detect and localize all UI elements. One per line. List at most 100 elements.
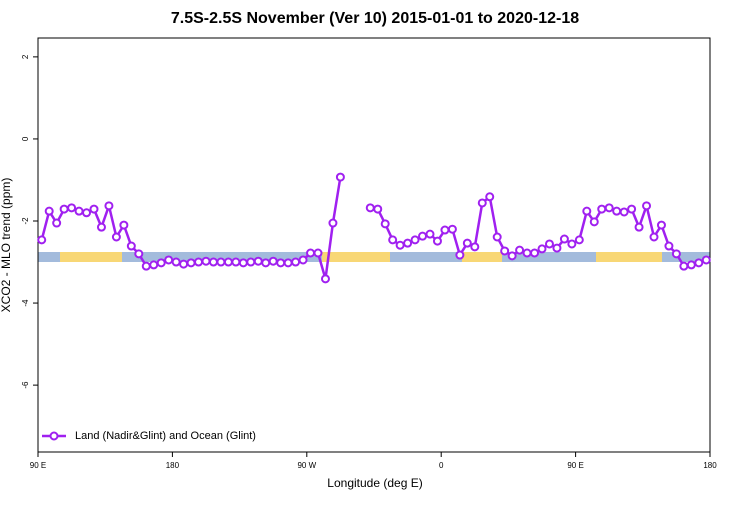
data-point bbox=[537, 244, 547, 254]
legend-marker bbox=[49, 431, 59, 441]
data-point bbox=[694, 258, 704, 268]
data-point bbox=[619, 207, 629, 217]
data-point bbox=[216, 257, 226, 267]
data-point bbox=[44, 206, 54, 216]
data-point bbox=[52, 218, 62, 228]
data-point bbox=[656, 220, 666, 230]
data-point bbox=[126, 241, 136, 251]
data-point bbox=[238, 258, 248, 268]
data-point bbox=[410, 235, 420, 245]
data-point bbox=[515, 245, 525, 255]
data-point bbox=[686, 260, 696, 270]
data-point bbox=[201, 256, 211, 266]
data-point bbox=[477, 198, 487, 208]
data-point bbox=[627, 204, 637, 214]
data-point bbox=[582, 206, 592, 216]
data-point bbox=[134, 249, 144, 259]
data-point bbox=[59, 204, 69, 214]
data-point bbox=[276, 258, 286, 268]
data-point bbox=[156, 258, 166, 268]
data-point bbox=[679, 261, 689, 271]
data-point bbox=[403, 238, 413, 248]
chart-title: 7.5S-2.5S November (Ver 10) 2015-01-01 t… bbox=[171, 10, 579, 27]
data-point bbox=[96, 222, 106, 232]
data-point bbox=[388, 235, 398, 245]
data-point bbox=[373, 204, 383, 214]
data-point bbox=[380, 219, 390, 229]
data-point bbox=[104, 201, 114, 211]
x-tick-label: 0 bbox=[439, 461, 444, 470]
data-point bbox=[306, 248, 316, 258]
y-tick-label: 2 bbox=[21, 54, 30, 59]
data-point bbox=[455, 250, 465, 260]
data-point bbox=[432, 236, 442, 246]
data-point bbox=[37, 235, 47, 245]
data-point bbox=[149, 260, 159, 270]
data-point bbox=[597, 204, 607, 214]
data-point bbox=[194, 257, 204, 267]
data-point bbox=[470, 242, 480, 252]
x-tick-label: 180 bbox=[703, 461, 717, 470]
data-point bbox=[530, 248, 540, 258]
plot-frame bbox=[37, 37, 711, 453]
land-band bbox=[462, 252, 502, 262]
data-point bbox=[447, 224, 457, 234]
data-point bbox=[313, 248, 323, 258]
data-point bbox=[418, 231, 428, 241]
data-point bbox=[298, 255, 308, 265]
y-tick-label: 0 bbox=[21, 136, 30, 141]
data-point bbox=[544, 239, 554, 249]
land-band bbox=[596, 252, 662, 262]
legend-label: Land (Nadir&Glint) and Ocean (Glint) bbox=[75, 430, 256, 442]
data-point bbox=[507, 251, 517, 261]
data-point bbox=[365, 203, 375, 213]
data-point bbox=[649, 232, 659, 242]
data-point bbox=[574, 235, 584, 245]
data-point bbox=[208, 257, 218, 267]
data-point bbox=[500, 246, 510, 256]
data-point bbox=[283, 258, 293, 268]
data-point bbox=[559, 234, 569, 244]
data-point bbox=[261, 258, 271, 268]
data-point bbox=[328, 218, 338, 228]
data-point bbox=[664, 241, 674, 251]
data-point bbox=[179, 259, 189, 269]
y-tick-label: -4 bbox=[21, 299, 30, 307]
data-point bbox=[612, 206, 622, 216]
data-point bbox=[589, 217, 599, 227]
land-band bbox=[60, 252, 122, 262]
data-point bbox=[82, 208, 92, 218]
data-point bbox=[119, 220, 129, 230]
y-tick-label: -2 bbox=[21, 217, 30, 225]
land-band bbox=[322, 252, 390, 262]
data-point bbox=[231, 257, 241, 267]
data-point bbox=[485, 192, 495, 202]
data-point bbox=[186, 258, 196, 268]
data-point bbox=[552, 243, 562, 253]
data-point bbox=[320, 274, 330, 284]
x-axis-label: Longitude (deg E) bbox=[327, 476, 422, 490]
data-point bbox=[567, 239, 577, 249]
data-point bbox=[89, 204, 99, 214]
data-point bbox=[522, 248, 532, 258]
data-point bbox=[671, 249, 681, 259]
data-point bbox=[335, 172, 345, 182]
data-point bbox=[492, 232, 502, 242]
data-point bbox=[246, 257, 256, 267]
data-point bbox=[253, 256, 263, 266]
data-point bbox=[634, 222, 644, 232]
y-axis-label: XCO2 - MLO trend (ppm) bbox=[0, 178, 13, 313]
x-tick-label: 90 E bbox=[567, 461, 583, 470]
data-point bbox=[67, 203, 77, 213]
data-point bbox=[425, 229, 435, 239]
data-point bbox=[701, 255, 711, 265]
data-point bbox=[642, 201, 652, 211]
x-tick-label: 90 W bbox=[297, 461, 316, 470]
land-ocean-band bbox=[38, 252, 710, 262]
x-tick-label: 180 bbox=[166, 461, 180, 470]
data-point bbox=[223, 257, 233, 267]
data-point bbox=[395, 240, 405, 250]
data-point bbox=[604, 203, 614, 213]
data-point bbox=[111, 232, 121, 242]
